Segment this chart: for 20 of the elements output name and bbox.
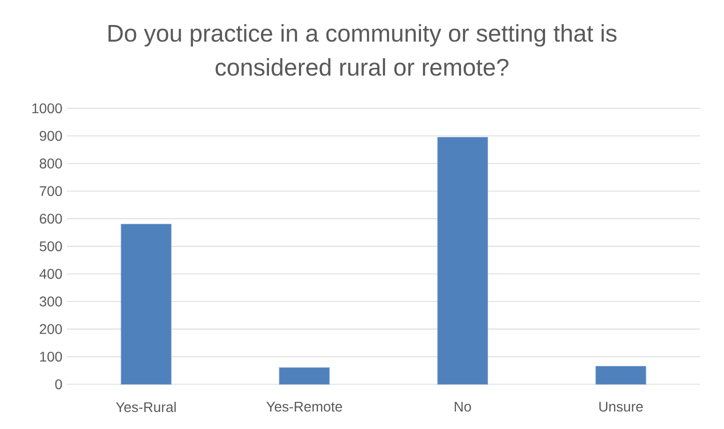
x-tick-label: Unsure	[599, 402, 643, 412]
y-tick-label: 700	[40, 186, 62, 196]
chart-title: Do you practice in a community or setting that is considered rural or remote?	[108, 24, 616, 76]
bar	[596, 366, 646, 385]
y-tick-label: 600	[40, 214, 62, 224]
y-tick-label: 500	[40, 241, 62, 252]
bar	[279, 367, 330, 385]
y-tick-label: 0	[55, 379, 62, 390]
x-tick-label: Yes-Rural	[116, 402, 176, 412]
y-tick-label: 200	[40, 324, 62, 334]
x-tick-label: Yes-Remote	[266, 402, 342, 412]
y-tick-label: 100	[40, 352, 62, 362]
bar	[120, 224, 172, 385]
bar	[437, 136, 488, 385]
x-tick-label: No	[454, 402, 471, 412]
y-tick-label: 300	[40, 296, 62, 306]
y-tick-label: 900	[40, 130, 62, 141]
y-tick-label: 800	[40, 158, 62, 168]
y-tick-label: 400	[39, 268, 62, 279]
y-tick-label: 1000	[32, 103, 62, 114]
